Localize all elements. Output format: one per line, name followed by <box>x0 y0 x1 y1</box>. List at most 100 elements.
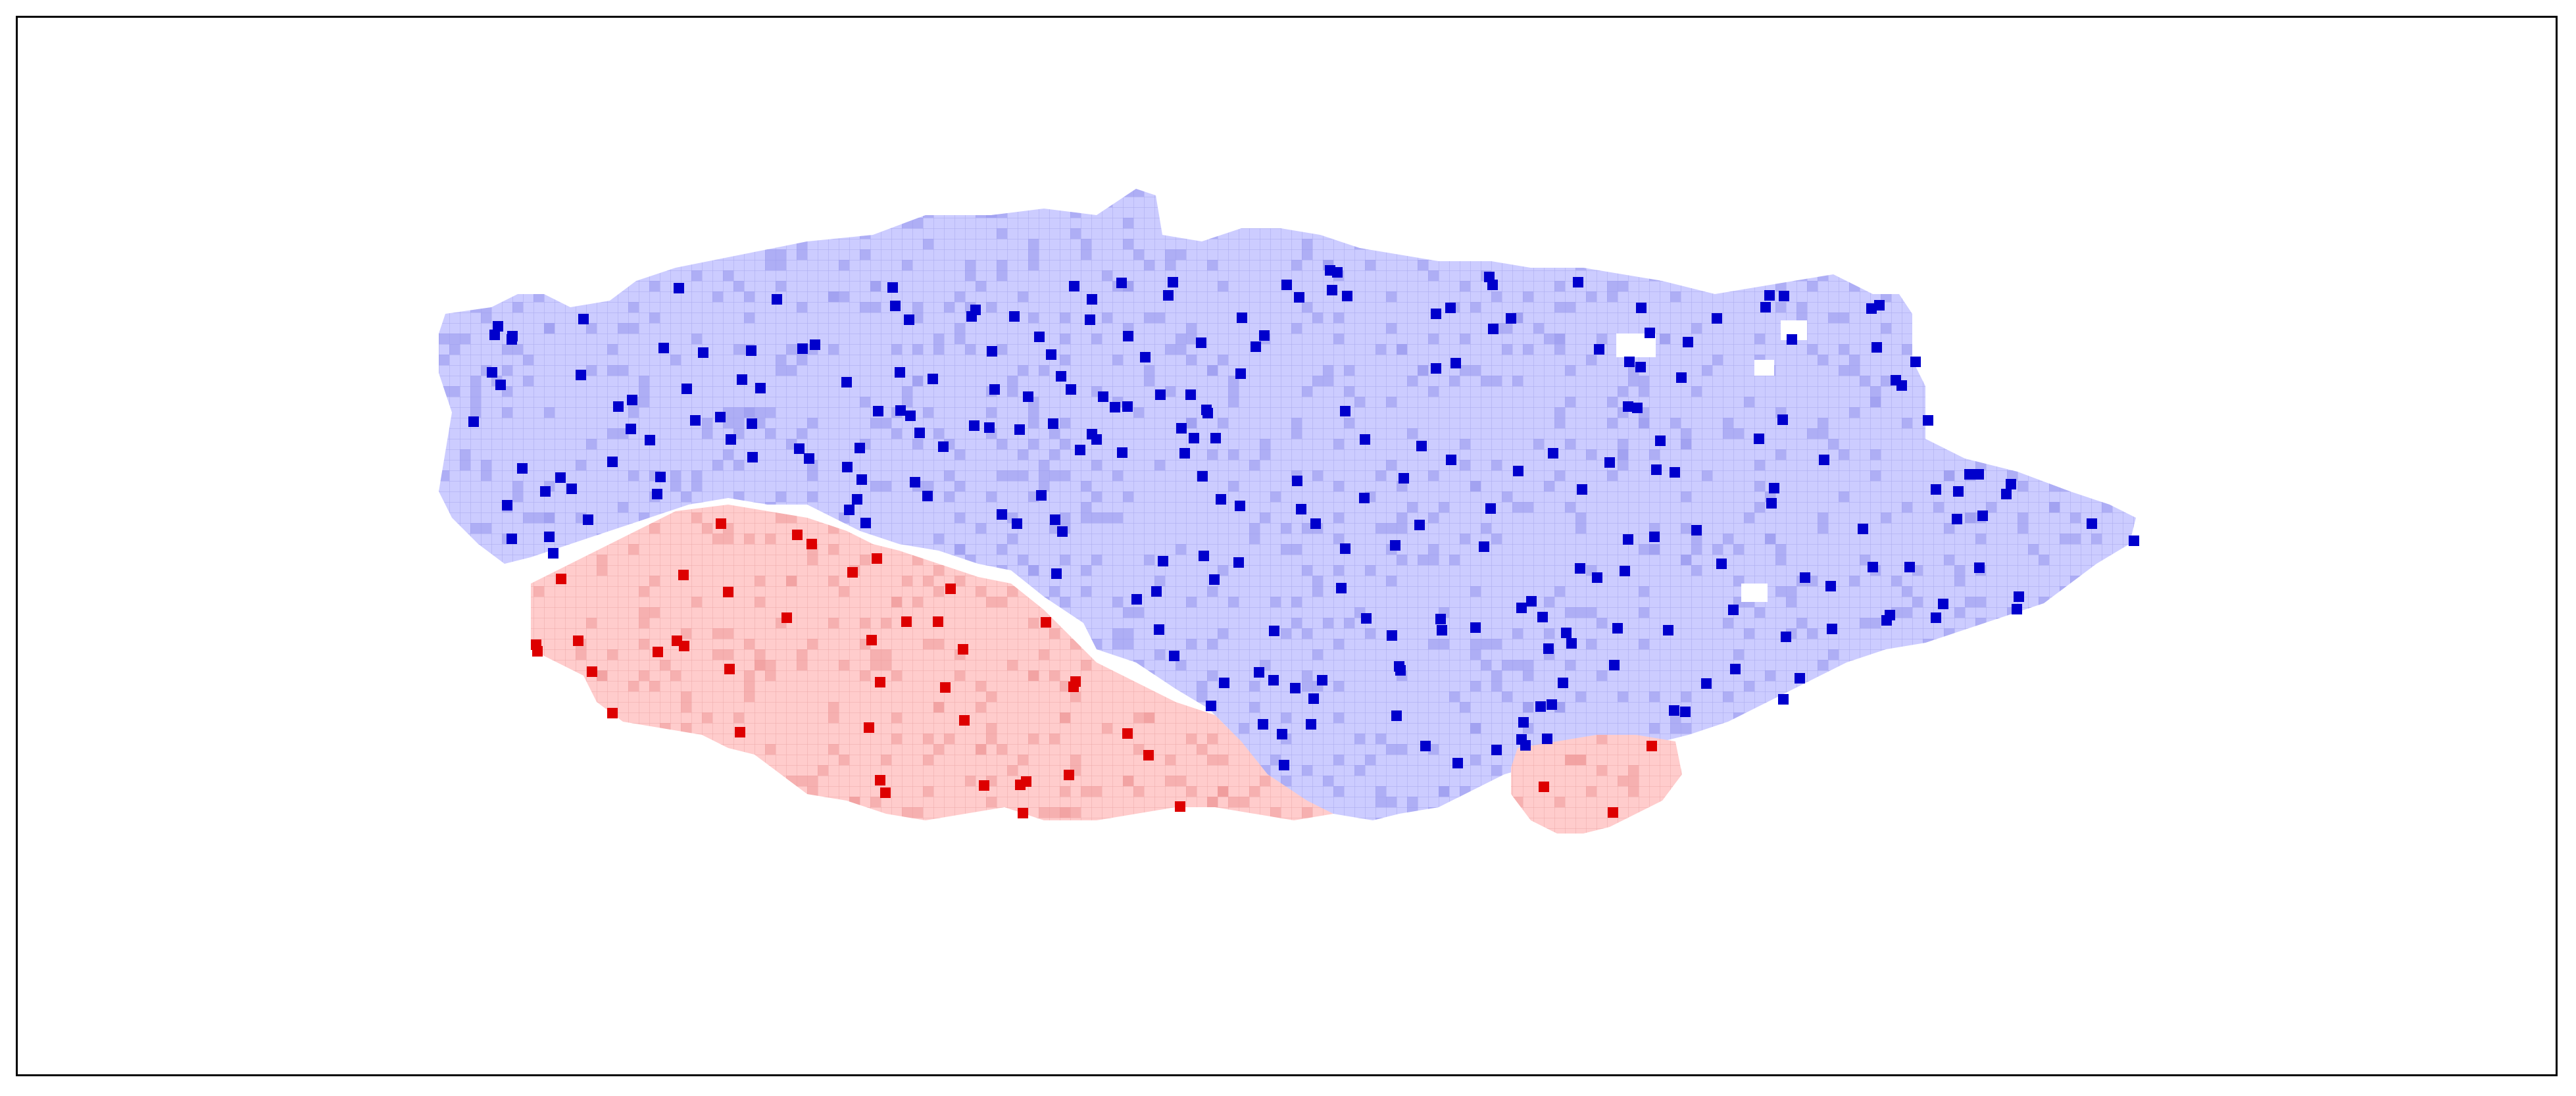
blue-marker <box>487 367 497 378</box>
red-marker <box>1647 741 1657 751</box>
blue-marker <box>905 411 916 421</box>
red-marker <box>1539 782 1549 792</box>
red-marker <box>735 727 745 737</box>
blue-marker <box>747 452 758 462</box>
blue-marker <box>1777 414 1788 425</box>
blue-marker <box>1342 291 1352 301</box>
blue-marker <box>1209 574 1220 585</box>
blue-marker <box>607 457 618 467</box>
blue-marker <box>1636 303 1647 313</box>
blue-marker <box>1781 632 1791 642</box>
red-marker <box>556 574 566 584</box>
blue-marker <box>1891 375 1901 386</box>
blue-marker <box>1310 518 1321 529</box>
red-marker <box>880 787 891 798</box>
blue-marker <box>1548 448 1558 459</box>
red-marker <box>1143 750 1154 760</box>
blue-marker <box>1491 745 1502 755</box>
blue-marker <box>1308 693 1319 704</box>
blue-marker <box>1577 484 1587 495</box>
blue-marker <box>987 346 997 357</box>
blue-region <box>439 189 2136 820</box>
red-marker <box>679 641 689 651</box>
blue-marker <box>1769 483 1779 493</box>
blue-marker <box>1048 418 1058 429</box>
blue-marker <box>1281 280 1292 290</box>
blue-marker <box>1973 469 1984 480</box>
blue-marker <box>1624 357 1635 367</box>
blue-marker <box>2129 536 2139 546</box>
red-marker <box>872 553 882 564</box>
blue-marker <box>1683 337 1693 347</box>
blue-marker <box>1520 740 1531 751</box>
blue-marker <box>1431 363 1441 374</box>
blue-marker <box>1420 741 1431 751</box>
blue-marker <box>1635 362 1646 372</box>
red-marker <box>1018 808 1028 818</box>
blue-marker <box>1543 643 1554 654</box>
blue-marker <box>1292 476 1302 486</box>
blue-marker <box>914 428 925 438</box>
blue-marker <box>1075 445 1085 455</box>
blue-marker <box>1216 494 1226 505</box>
blue-marker <box>755 383 766 393</box>
blue-marker <box>2006 479 2016 489</box>
map-frame <box>16 16 2558 1076</box>
blue-marker <box>737 374 747 385</box>
blue-marker <box>1974 562 1985 573</box>
blue-marker <box>997 509 1007 520</box>
blue-marker <box>1317 675 1327 685</box>
blue-marker <box>1435 614 1446 624</box>
blue-marker <box>1670 467 1680 478</box>
blue-marker <box>1123 331 1133 341</box>
blue-marker <box>856 474 867 485</box>
blue-marker <box>852 494 862 505</box>
blue-marker <box>794 443 805 454</box>
blue-marker <box>1394 661 1404 672</box>
red-marker <box>716 518 726 529</box>
blue-marker <box>507 534 517 544</box>
blue-marker <box>1416 441 1427 451</box>
blue-marker <box>1953 486 1964 497</box>
blue-marker <box>1179 448 1190 459</box>
blue-marker <box>1609 660 1620 670</box>
blue-marker <box>540 486 551 497</box>
blue-marker <box>1258 719 1268 730</box>
blue-marker <box>495 380 506 390</box>
blue-marker <box>1594 344 1604 355</box>
blue-marker <box>1009 311 1020 322</box>
blue-marker <box>1176 423 1187 434</box>
blue-marker <box>1669 705 1679 716</box>
blue-marker <box>1087 294 1097 305</box>
blue-marker <box>1360 434 1370 445</box>
blue-marker <box>1506 313 1516 324</box>
blue-marker <box>1645 328 1655 338</box>
blue-marker <box>1361 613 1372 624</box>
blue-marker <box>1185 389 1196 400</box>
blue-marker <box>1819 455 1829 465</box>
red-marker <box>847 567 858 578</box>
blue-marker <box>969 420 979 431</box>
blue-marker <box>2001 489 2012 499</box>
blue-marker <box>1701 678 1712 689</box>
blue-marker <box>1479 541 1489 552</box>
blue-marker <box>1566 638 1577 649</box>
blue-marker <box>1023 391 1033 402</box>
blue-marker <box>1057 526 1068 537</box>
blue-marker <box>1235 368 1246 379</box>
blue-marker <box>887 282 898 293</box>
red-marker <box>958 644 968 655</box>
blue-marker <box>489 330 500 340</box>
blue-marker <box>1219 678 1229 688</box>
red-marker <box>792 530 803 540</box>
blue-marker <box>1938 599 1948 609</box>
blue-marker <box>1452 758 1463 768</box>
blue-marker <box>1651 464 1662 475</box>
blue-marker <box>1787 334 1797 345</box>
blue-marker <box>493 321 503 332</box>
blue-marker <box>1445 303 1456 313</box>
blue-marker <box>895 367 905 378</box>
blue-marker <box>1547 699 1557 710</box>
blue-marker <box>2087 518 2097 529</box>
blue-marker <box>746 345 756 356</box>
